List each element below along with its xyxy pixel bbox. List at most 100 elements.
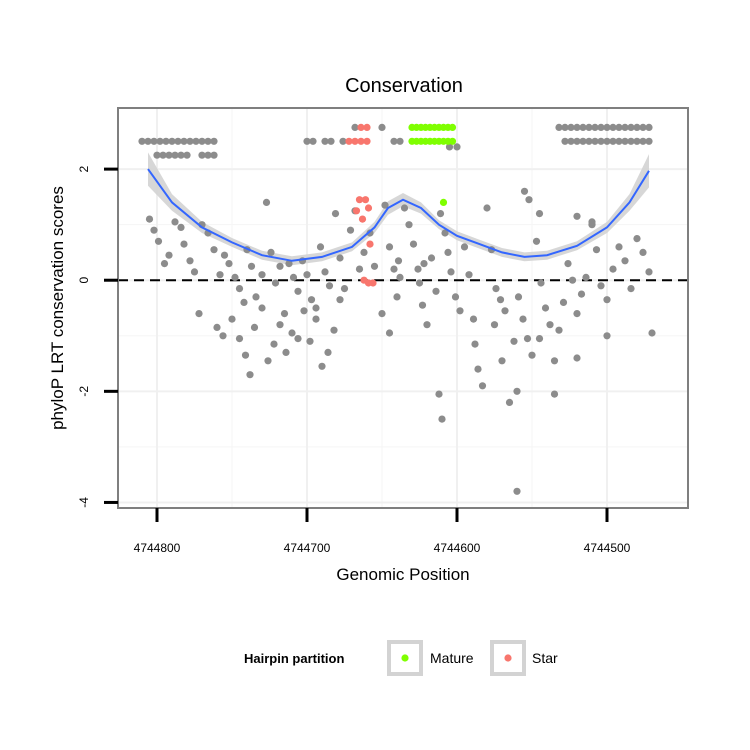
x-tick-label: 4744500 xyxy=(584,541,631,555)
data-point-other xyxy=(262,198,271,206)
legend: Hairpin partition Mature Star xyxy=(244,640,558,676)
data-point-other xyxy=(282,348,290,356)
data-point-other xyxy=(592,246,601,254)
data-point-other xyxy=(585,137,593,145)
data-point-other xyxy=(162,137,170,145)
data-point-other xyxy=(528,351,536,359)
data-point-other xyxy=(418,301,427,309)
data-point-other xyxy=(390,137,398,145)
data-point-other xyxy=(289,273,298,281)
data-point-other xyxy=(550,357,559,365)
data-point-other xyxy=(138,137,146,145)
data-point-other xyxy=(414,265,422,273)
data-point-other xyxy=(451,293,460,301)
data-point-other xyxy=(447,268,455,276)
data-point-other xyxy=(285,260,293,268)
data-point-other xyxy=(415,279,424,287)
data-point-other xyxy=(627,285,635,293)
data-point-star xyxy=(363,137,371,145)
data-point-other xyxy=(496,296,505,304)
data-point-other xyxy=(186,137,194,145)
data-point-other xyxy=(168,137,176,145)
data-point-other xyxy=(603,137,611,145)
data-point-other xyxy=(567,137,575,145)
data-point-other xyxy=(316,243,325,251)
data-point-other xyxy=(198,151,206,159)
data-point-star xyxy=(363,123,371,131)
data-point-other xyxy=(609,265,617,273)
data-point-other xyxy=(250,323,259,331)
plot-border xyxy=(117,107,689,509)
data-point-other xyxy=(180,240,188,248)
data-point-other xyxy=(445,143,454,151)
data-point-other xyxy=(633,123,641,131)
data-point-other xyxy=(145,215,154,223)
legend-title: Hairpin partition xyxy=(244,651,344,666)
data-point-other xyxy=(240,298,248,306)
data-point-other xyxy=(180,137,188,145)
data-point-other xyxy=(559,298,568,306)
data-point-other xyxy=(615,243,623,251)
data-point-star xyxy=(361,196,370,204)
data-point-other xyxy=(294,335,302,343)
data-point-star xyxy=(351,137,359,145)
data-point-other xyxy=(591,137,599,145)
data-point-other xyxy=(621,137,629,145)
data-point-other xyxy=(456,307,464,315)
data-point-other xyxy=(645,268,653,276)
data-point-other xyxy=(228,315,236,323)
data-point-star xyxy=(345,137,353,145)
data-point-other xyxy=(276,262,284,270)
data-point-other xyxy=(627,123,635,131)
data-point-other xyxy=(325,282,334,290)
data-point-other xyxy=(346,226,355,234)
data-point-other xyxy=(501,307,509,315)
data-point-other xyxy=(336,254,344,262)
data-point-other xyxy=(378,123,386,131)
data-point-other xyxy=(300,307,308,315)
data-point-other xyxy=(309,137,317,145)
data-point-other xyxy=(520,187,529,195)
data-point-other xyxy=(573,310,581,318)
data-point-other xyxy=(444,248,452,256)
data-point-other xyxy=(280,310,289,318)
plot-area xyxy=(117,107,689,509)
data-point-other xyxy=(330,326,338,334)
data-point-other xyxy=(381,201,389,209)
data-point-other xyxy=(546,321,554,329)
data-point-other xyxy=(621,257,629,265)
data-point-other xyxy=(597,282,605,290)
data-point-other xyxy=(603,296,611,304)
data-point-other xyxy=(183,151,191,159)
x-tick-label: 4744700 xyxy=(284,541,331,555)
data-point-other xyxy=(633,235,641,243)
confidence-band xyxy=(148,152,649,266)
data-point-other xyxy=(264,357,272,365)
data-point-other xyxy=(639,137,647,145)
data-point-other xyxy=(420,260,428,268)
data-point-other xyxy=(645,137,653,145)
legend-label-star: Star xyxy=(532,650,558,666)
data-point-other xyxy=(204,137,212,145)
data-point-other xyxy=(331,210,340,218)
data-point-other xyxy=(307,296,316,304)
data-point-other xyxy=(568,276,577,284)
data-point-star xyxy=(358,215,367,223)
data-point-star xyxy=(369,279,377,287)
data-point-other xyxy=(385,329,394,337)
data-point-other xyxy=(609,123,617,131)
data-point-other xyxy=(409,240,418,248)
data-point-other xyxy=(150,137,158,145)
data-point-other xyxy=(441,229,449,237)
data-point-other xyxy=(478,382,487,390)
data-point-other xyxy=(327,137,335,145)
data-point-other xyxy=(321,137,329,145)
data-point-other xyxy=(550,390,559,398)
data-point-other xyxy=(465,271,473,279)
data-point-other xyxy=(582,273,590,281)
plot-panel xyxy=(118,108,688,508)
data-point-other xyxy=(258,271,266,279)
data-point-other xyxy=(355,265,364,273)
data-point-mature xyxy=(448,123,457,131)
